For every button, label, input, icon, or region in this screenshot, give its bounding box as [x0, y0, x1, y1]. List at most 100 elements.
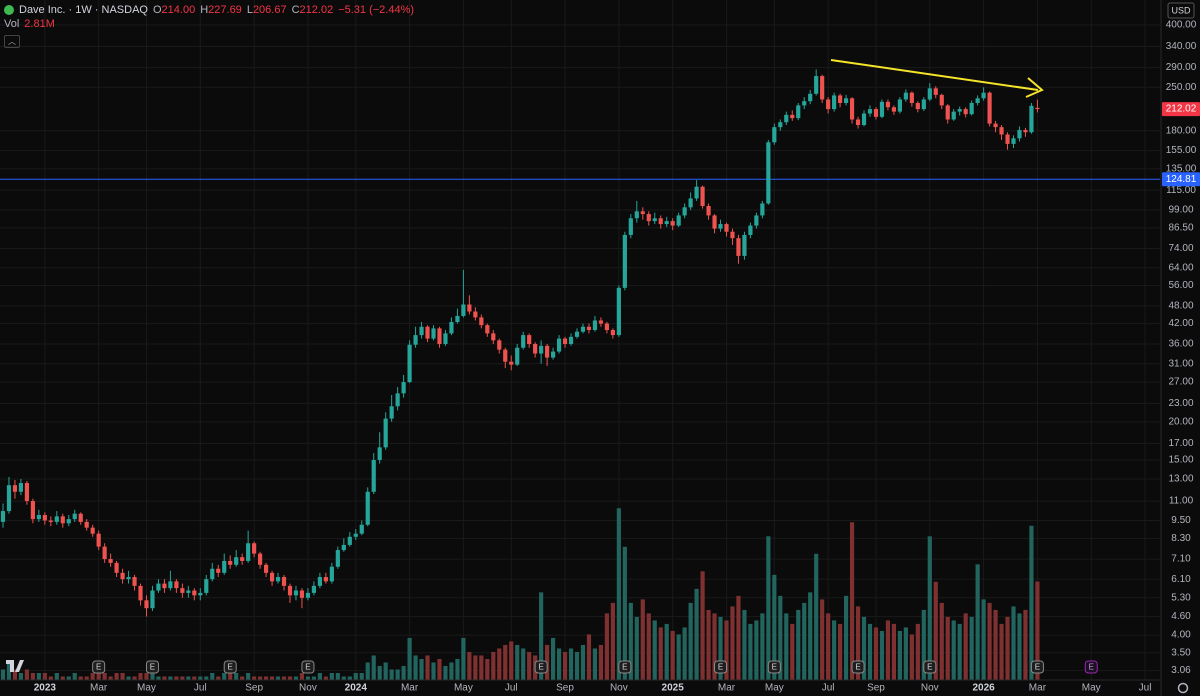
candle-body: [12, 485, 18, 492]
volume-bar: [1005, 616, 1010, 680]
volume-bar: [754, 620, 759, 680]
candle-body: [897, 99, 902, 112]
volume-bar: [216, 676, 221, 680]
candle-body: [861, 113, 867, 126]
candle-body: [545, 345, 550, 358]
y-tick-label: 74.00: [1168, 243, 1193, 254]
volume-bar: [808, 592, 813, 680]
x-tick-label: May: [765, 683, 784, 694]
volume-bar: [210, 672, 215, 680]
y-tick-label: 4.60: [1171, 611, 1191, 622]
earnings-marker: [534, 660, 548, 674]
candle-body: [365, 491, 370, 525]
volume-bar: [258, 676, 263, 680]
candle-body: [144, 600, 149, 609]
earnings-label: E: [718, 663, 723, 672]
candle-body: [461, 304, 466, 316]
volume-bar: [975, 564, 980, 680]
volume-bar: [359, 672, 364, 680]
y-tick-label: 340.00: [1166, 41, 1197, 52]
currency: USD: [1171, 5, 1191, 15]
volume-bar: [778, 595, 783, 680]
x-tick-label: Sep: [556, 683, 574, 694]
candle-body: [700, 186, 705, 207]
candle-body: [293, 590, 299, 596]
candle-body: [305, 592, 311, 598]
candle-body: [240, 557, 245, 561]
candle-body: [766, 142, 771, 204]
y-tick-label: 4.00: [1171, 630, 1191, 641]
settings-icon[interactable]: [1177, 682, 1189, 694]
candle-body: [616, 287, 621, 336]
candle-body: [909, 92, 914, 103]
y-tick-label: 56.00: [1168, 280, 1193, 291]
volume-bar: [867, 623, 873, 680]
earnings-label: E: [772, 663, 777, 672]
currency-box[interactable]: [1167, 2, 1195, 19]
volume-bar: [323, 676, 328, 680]
candle-body: [0, 511, 6, 522]
volume-bar: [993, 609, 998, 680]
candle-body: [772, 127, 777, 143]
volume-bar: [580, 644, 586, 680]
quote-value: 206.67: [252, 4, 287, 16]
quote-key: C: [291, 4, 300, 16]
candle-body: [993, 123, 998, 128]
volume-bar: [562, 651, 568, 680]
volume-bar: [688, 602, 693, 680]
volume-bar: [114, 672, 119, 680]
candle-body: [263, 564, 269, 573]
volume-bar: [640, 599, 645, 680]
candle-body: [36, 515, 41, 520]
candle-body: [497, 340, 502, 350]
volume-bar: [838, 623, 843, 680]
earnings-marker: [301, 660, 315, 674]
volume-value: 2.81M: [24, 18, 55, 30]
earnings-marker: [145, 660, 159, 674]
volume-bar: [120, 672, 125, 680]
volume-bar: [84, 676, 89, 680]
candle-body: [401, 382, 406, 394]
volume-bar: [945, 616, 950, 680]
candle-body: [311, 585, 317, 593]
quote-item: L206.67: [247, 3, 287, 17]
volume-bar: [879, 630, 885, 680]
y-tick-label: 6.10: [1171, 574, 1191, 585]
volume-bar: [921, 609, 926, 680]
candle-body: [712, 215, 717, 229]
volume-bar: [622, 546, 627, 680]
candle-body: [96, 533, 101, 547]
y-tick-label: 15.00: [1168, 455, 1193, 466]
candle-body: [820, 76, 825, 100]
volume-bar: [885, 620, 891, 680]
volume-bar: [467, 651, 472, 680]
candle-body: [658, 218, 663, 225]
volume-bar: [933, 581, 938, 680]
x-tick-label: Jul: [505, 683, 518, 694]
volume-bar: [682, 627, 687, 680]
x-tick-label: May: [454, 683, 473, 694]
volume-bar: [628, 602, 633, 680]
y-tick-label: 64.00: [1168, 262, 1193, 273]
volume-bar: [497, 648, 502, 680]
volume-bar: [652, 620, 657, 680]
earnings-label: E: [622, 663, 627, 672]
quote-value: 227.69: [208, 4, 242, 16]
candle-body: [323, 577, 328, 582]
volume-bar: [281, 676, 287, 680]
candle-body: [676, 215, 681, 226]
volume-bar: [694, 588, 699, 680]
volume-bar: [527, 651, 532, 680]
volume-bar: [521, 648, 526, 680]
volume-bar: [6, 662, 12, 680]
candle-body: [317, 577, 322, 586]
volume-bar: [228, 672, 233, 680]
candle-body: [551, 351, 556, 358]
candle-body: [467, 304, 472, 312]
candle-body: [102, 546, 107, 560]
candle-body: [921, 99, 926, 110]
earnings-marker: [1084, 660, 1098, 674]
price-badge-label: 124.81: [1166, 174, 1197, 185]
collapse-button[interactable]: ︿: [4, 35, 20, 48]
legend-header: Dave Inc. · 1W · NASDAQ O214.00 H227.69 L2…: [4, 3, 414, 48]
